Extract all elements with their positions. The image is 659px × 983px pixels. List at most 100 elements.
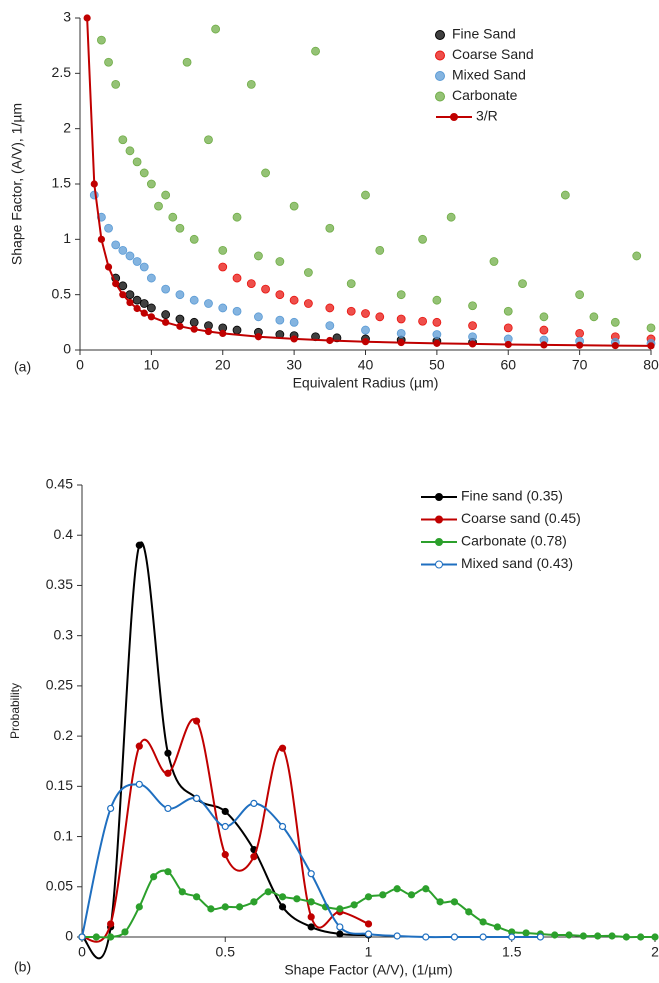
point [254, 251, 263, 261]
marker [290, 335, 298, 343]
marker [264, 888, 272, 896]
y-tick-label: 0.35 [46, 576, 73, 592]
marker [422, 885, 430, 893]
y-tick-label: 1.5 [52, 175, 72, 191]
point [275, 315, 285, 325]
marker [135, 780, 143, 788]
marker [651, 933, 659, 941]
legend-marker [450, 113, 458, 121]
marker [336, 923, 344, 931]
marker [135, 903, 143, 911]
legend-label: Carbonate (0.78) [461, 533, 567, 549]
legend-marker [435, 560, 443, 569]
marker [250, 799, 258, 808]
point [311, 46, 320, 56]
point [575, 328, 585, 338]
point [610, 317, 620, 327]
marker [508, 933, 516, 941]
point [275, 290, 285, 300]
marker [450, 898, 459, 906]
legend-marker [435, 515, 443, 524]
point [361, 309, 370, 318]
legend-marker [435, 30, 445, 40]
panel-label: (b) [14, 959, 31, 975]
point [261, 284, 270, 294]
legend-marker [435, 50, 445, 61]
point [325, 223, 335, 233]
point [118, 281, 128, 291]
point [161, 284, 171, 294]
marker [164, 749, 172, 757]
point [132, 295, 142, 305]
point [97, 35, 106, 45]
marker [350, 901, 358, 909]
x-tick-label: 80 [643, 357, 659, 373]
y-tick-label: 0 [63, 341, 71, 357]
marker [83, 14, 91, 22]
marker [364, 920, 373, 928]
marker [90, 180, 98, 188]
point [132, 157, 142, 167]
marker [133, 304, 141, 313]
marker [611, 341, 619, 350]
marker [536, 933, 545, 941]
point [125, 290, 135, 300]
marker [468, 340, 477, 348]
x-tick-label: 50 [429, 357, 445, 373]
marker [379, 891, 387, 899]
legend-label: 3/R [476, 108, 498, 124]
marker [336, 905, 344, 913]
x-tick-label: 0 [76, 357, 84, 373]
point [489, 257, 499, 266]
marker [107, 920, 115, 928]
point [139, 168, 149, 178]
y-axis-label: Shape Factor, (A/V), 1/µm [9, 103, 25, 265]
marker [579, 932, 587, 940]
point [361, 190, 370, 200]
legend-marker [435, 493, 443, 501]
point [125, 146, 135, 156]
point [182, 57, 192, 67]
marker [221, 807, 229, 816]
point [139, 299, 149, 308]
marker [104, 263, 113, 271]
point [518, 279, 527, 289]
marker [647, 342, 655, 350]
marker [119, 291, 127, 299]
point [161, 310, 171, 319]
point [303, 268, 313, 277]
marker [576, 341, 584, 349]
legend-label: Coarse sand (0.45) [461, 510, 581, 526]
point [560, 190, 570, 200]
series-line [86, 17, 652, 347]
marker [479, 933, 487, 941]
point [289, 295, 299, 305]
marker [594, 932, 602, 940]
point [232, 325, 242, 335]
marker [140, 309, 148, 317]
y-tick-label: 0.4 [54, 526, 74, 542]
point [418, 234, 428, 244]
marker [307, 898, 315, 906]
point [161, 190, 171, 200]
marker [637, 933, 645, 941]
marker [551, 931, 559, 939]
point [396, 314, 406, 324]
y-tick-label: 0.25 [46, 677, 73, 693]
point [275, 257, 285, 266]
x-tick-label: 20 [215, 357, 231, 373]
marker [78, 933, 86, 941]
marker [293, 895, 301, 903]
marker [193, 893, 201, 901]
marker [221, 851, 229, 859]
point [246, 80, 256, 89]
legend-label: Fine Sand [452, 26, 516, 42]
marker [219, 329, 227, 337]
marker [504, 340, 512, 349]
y-tick-label: 2.5 [52, 64, 72, 80]
y-tick-label: 0.15 [46, 777, 73, 793]
y-tick-label: 0.05 [46, 877, 73, 893]
marker [307, 870, 315, 878]
marker [221, 822, 229, 831]
point [396, 328, 406, 338]
